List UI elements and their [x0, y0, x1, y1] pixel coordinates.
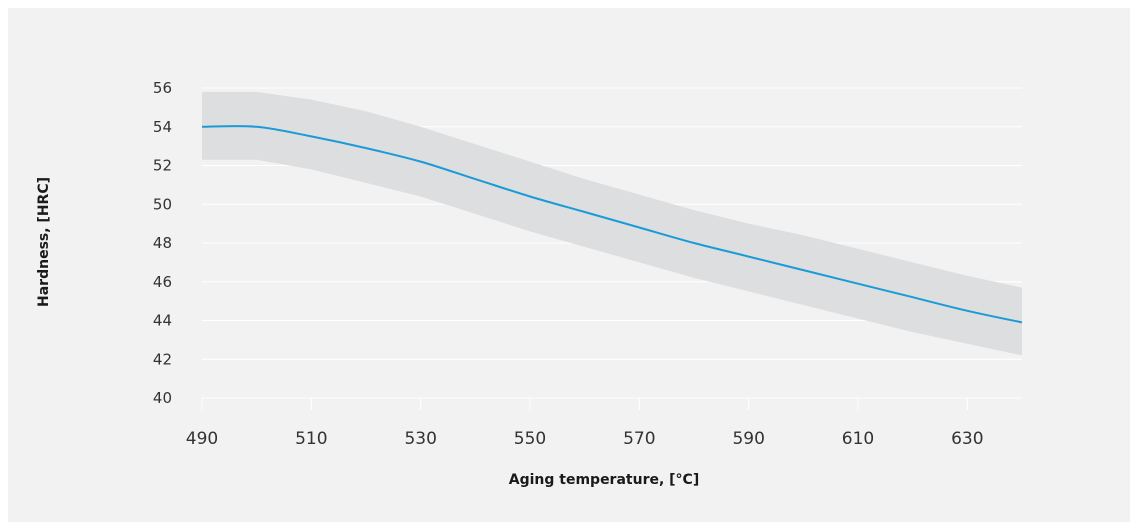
x-tick-label: 590 [732, 429, 764, 449]
x-tick-label: 570 [623, 429, 655, 449]
x-tick-label: 610 [842, 429, 874, 449]
y-tick-label: 56 [153, 79, 172, 97]
y-tick-label: 46 [153, 273, 172, 291]
hardness-line [201, 125, 1023, 324]
y-tick-label: 52 [153, 157, 172, 175]
x-tick-label: 510 [295, 429, 327, 449]
y-tick-label: 42 [153, 350, 172, 368]
y-tick-label: 40 [153, 389, 172, 407]
grid-lines [202, 87, 1022, 360]
hardness-range-band [202, 91, 1022, 356]
x-tick-label: 490 [186, 429, 218, 449]
x-tick-label: 530 [404, 429, 436, 449]
x-axis-title: Aging temperature, [°C] [509, 472, 699, 488]
y-tick-label: 44 [153, 312, 172, 330]
chart-panel [8, 8, 1130, 522]
y-tick-label: 54 [153, 118, 172, 136]
y-tick-label: 50 [153, 195, 172, 213]
x-axis: 490 510 530 550 570 590 610 630 [186, 397, 1022, 449]
y-tick-label: 48 [153, 234, 172, 252]
x-tick-label: 550 [514, 429, 546, 449]
y-axis: 40 42 44 46 48 50 52 54 56 [153, 79, 172, 407]
x-tick-label: 630 [951, 429, 983, 449]
y-axis-title: Hardness, [HRC] [36, 177, 52, 307]
